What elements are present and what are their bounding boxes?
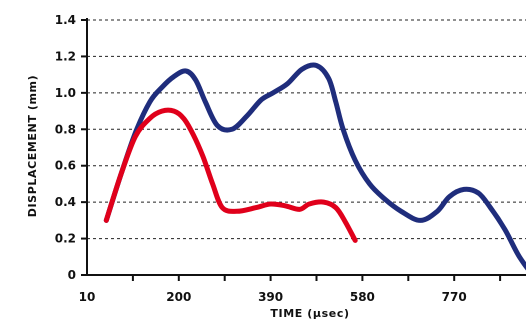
y-axis-title: DISPLACEMENT (mm) <box>26 75 39 218</box>
x-tick-label: 200 <box>166 290 191 304</box>
x-ticks: 1020039058077096 <box>79 275 502 304</box>
y-tick-label: 1.2 <box>55 49 76 63</box>
y-tick-label: 1.0 <box>55 86 76 100</box>
x-tick-label: 580 <box>350 290 375 304</box>
x-tick-label: 10 <box>79 290 96 304</box>
x-tick-label: 770 <box>442 290 467 304</box>
y-tick-label: 0.4 <box>55 195 76 209</box>
y-tick-label: 0 <box>68 268 76 282</box>
x-axis-title: TIME (µsec) <box>270 307 349 320</box>
series-line-2 <box>103 107 358 243</box>
y-tick-label: 1.4 <box>55 13 76 27</box>
y-tick-label: 0.2 <box>55 232 76 246</box>
y-tick-label: 0.6 <box>55 159 76 173</box>
series <box>103 62 526 271</box>
y-ticks: 0 0.2 0.4 0.6 0.8 1.0 1.2 1.4 <box>55 13 87 282</box>
series-line-1 <box>103 62 526 271</box>
axes <box>86 18 526 276</box>
x-tick-label: 390 <box>258 290 283 304</box>
y-tick-label: 0.8 <box>55 122 76 136</box>
gridlines <box>87 19 526 240</box>
